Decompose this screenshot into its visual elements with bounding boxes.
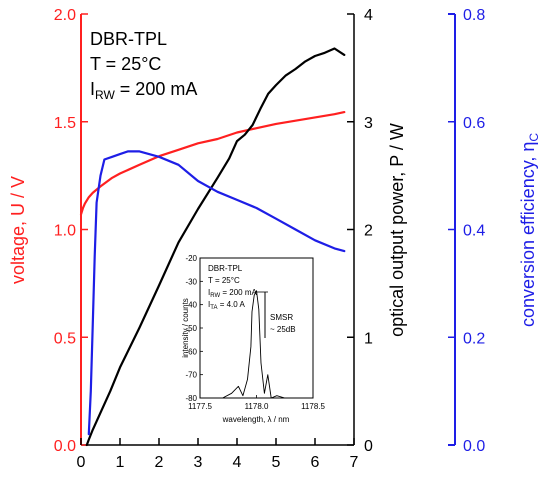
right-tick-label: 0.6	[463, 115, 485, 132]
main-annotation-line1: DBR-TPL	[90, 29, 167, 49]
x-tick-label: 0	[77, 454, 86, 471]
left-axis-title: voltage, U / V	[8, 176, 28, 284]
left-tick-label: 1.5	[54, 115, 76, 132]
inset-frame	[199, 257, 314, 399]
main-annotation-line2: T = 25°C	[90, 54, 161, 74]
middle-tick-label: 2	[364, 223, 373, 240]
inset-y-tick-label: -40	[185, 301, 197, 310]
inset-spectrum-line	[205, 290, 296, 399]
right-tick-label: 0.2	[463, 330, 485, 347]
inset-smsr-value: ~ 25dB	[270, 325, 296, 334]
x-tick-label: 1	[116, 454, 125, 471]
x-tick-label: 6	[311, 454, 320, 471]
middle-tick-label: 4	[364, 7, 373, 24]
right-axis-ticks: 0.0 0.2 0.4 0.6 0.8	[448, 7, 485, 455]
right-axis-title-main: conversion efficiency, η	[518, 142, 538, 327]
right-tick-label: 0.0	[463, 438, 485, 455]
inset-x-axis-title: wavelength, λ / nm	[222, 415, 290, 424]
inset-y-axis-title: intensity / counts	[181, 298, 190, 358]
left-tick-label: 0.5	[54, 330, 76, 347]
main-annotation-line3: IRW = 200 mA	[90, 79, 197, 102]
inset-x-tick-label: 1178.0	[245, 402, 269, 411]
middle-axis-ticks: 0 1 2 3 4	[347, 7, 373, 455]
left-axis-ticks: 0.0 0.5 1.0 1.5 2.0	[54, 7, 88, 455]
inset-annotation-line4: ITA = 4.0 A	[208, 300, 245, 311]
efficiency-line	[87, 150, 346, 436]
main-annotation-line3-main: I	[90, 79, 95, 99]
inset-series-layer	[205, 290, 296, 399]
x-tick-label: 3	[194, 454, 203, 471]
main-annotation-line3-rest: = 200 mA	[115, 79, 198, 99]
left-tick-label: 1.0	[54, 223, 76, 240]
inset-y-tick-label: -70	[185, 371, 197, 380]
inset-x-tick-label: 1177.5	[188, 402, 212, 411]
left-tick-label: 0.0	[54, 438, 76, 455]
series-layer	[79, 47, 346, 447]
left-tick-label: 2.0	[54, 7, 76, 24]
right-axis-title: conversion efficiency, ηC	[518, 133, 541, 327]
inset-annotation-line3: IRW = 200 mA	[208, 288, 257, 299]
inset-y-tick-label: -80	[185, 394, 197, 403]
middle-tick-label: 1	[364, 330, 373, 347]
x-tick-label: 7	[350, 454, 359, 471]
inset-y-tick-label: -50	[185, 324, 197, 333]
inset-x-tick-label: 1178.5	[301, 402, 325, 411]
right-tick-label: 0.4	[463, 223, 485, 240]
inset-smsr-label: SMSR	[270, 313, 293, 322]
main-annotation: DBR-TPL T = 25°C IRW = 200 mA	[90, 29, 197, 102]
x-tick-label: 5	[272, 454, 281, 471]
main-annotation-line3-sub: RW	[95, 88, 115, 102]
inset-y-tick-label: -30	[185, 277, 197, 286]
inset-annotation-line1: DBR-TPL	[208, 264, 243, 273]
middle-tick-label: 3	[364, 115, 373, 132]
voltage-line	[79, 110, 346, 216]
right-tick-label: 0.8	[463, 7, 485, 24]
inset-y-tick-label: -20	[185, 254, 197, 263]
inset-annotation-line2: T = 25°C	[208, 276, 240, 285]
right-axis-title-sub: C	[527, 133, 541, 142]
x-axis-ticks: 0 1 2 3 4 5 6 7	[77, 438, 359, 471]
inset-y-tick-label: -60	[185, 347, 197, 356]
x-tick-label: 2	[155, 454, 164, 471]
power-line	[85, 47, 346, 447]
x-tick-label: 4	[233, 454, 242, 471]
middle-tick-label: 0	[364, 438, 373, 455]
middle-axis-title: optical output power, P / W	[387, 123, 407, 337]
